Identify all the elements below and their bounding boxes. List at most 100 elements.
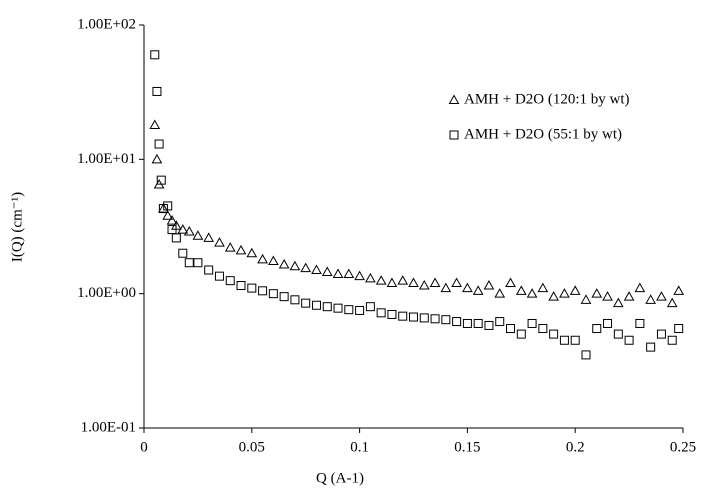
square-marker: [441, 315, 451, 325]
triangle-marker: [235, 244, 247, 255]
triangle-marker: [386, 277, 398, 288]
square-marker: [214, 271, 224, 281]
square-marker: [549, 329, 559, 339]
square-marker: [376, 308, 386, 318]
triangle-marker: [634, 282, 646, 293]
triangle-marker: [580, 294, 592, 304]
square-marker: [667, 335, 677, 345]
x-tick-label: 0: [140, 439, 148, 455]
triangle-marker: [149, 119, 161, 130]
square-marker: [452, 317, 462, 327]
square-marker: [301, 298, 311, 308]
triangle-marker: [645, 294, 657, 304]
x-tick-label: 0.15: [454, 439, 480, 455]
y-tick-label: 1.00E+00: [77, 285, 136, 301]
triangle-marker: [311, 264, 322, 275]
square-marker: [674, 324, 684, 334]
square-marker: [154, 139, 164, 149]
triangle-marker: [451, 277, 462, 288]
square-marker: [419, 313, 429, 323]
triangle-marker: [166, 215, 178, 225]
triangle-marker: [183, 226, 195, 236]
square-marker: [409, 312, 418, 322]
square-marker: [156, 175, 166, 185]
square-marker: [193, 258, 203, 268]
triangle-marker: [666, 297, 678, 308]
triangle-marker: [505, 277, 516, 288]
square-marker: [495, 317, 505, 327]
triangle-marker: [192, 230, 204, 240]
square-marker: [430, 314, 440, 324]
x-tick-label: 0.1: [350, 439, 369, 455]
square-marker: [592, 324, 602, 334]
triangle-marker: [515, 285, 527, 295]
triangle-marker: [483, 279, 495, 290]
triangle-marker: [289, 260, 301, 271]
triangle-marker: [548, 291, 559, 301]
square-marker: [581, 350, 591, 360]
triangle-marker: [408, 277, 419, 288]
square-marker: [150, 50, 160, 60]
square-marker: [355, 305, 365, 315]
triangle-marker: [278, 258, 290, 269]
square-marker: [247, 283, 257, 293]
triangle-marker: [177, 224, 189, 234]
triangle-marker: [321, 266, 333, 276]
square-marker: [613, 329, 623, 339]
square-marker: [344, 305, 354, 315]
y-tick-label: 1.00E-01: [81, 419, 136, 435]
square-marker: [484, 320, 494, 330]
square-marker: [646, 342, 656, 352]
y-axis-label: I(Q) (cm⁻¹): [9, 192, 25, 262]
square-marker: [603, 318, 613, 328]
square-marker: [333, 303, 343, 313]
square-marker: [516, 329, 526, 339]
square-marker: [624, 335, 634, 345]
square-marker: [163, 201, 173, 211]
square-marker: [178, 248, 188, 258]
square-marker: [538, 324, 548, 334]
square-marker: [570, 335, 580, 345]
triangle-marker: [559, 288, 570, 298]
triangle-marker: [612, 297, 624, 308]
square-marker: [506, 324, 516, 334]
triangle-marker: [569, 285, 581, 295]
triangle-marker: [203, 232, 215, 242]
legend-label: AMH + D2O (120:1 by wt): [464, 91, 630, 107]
square-marker: [268, 289, 278, 299]
square-marker: [311, 300, 321, 310]
square-marker: [290, 295, 300, 305]
y-tick-label: 1.00E+01: [77, 151, 136, 167]
triangle-marker: [151, 153, 163, 164]
triangle-marker: [673, 285, 685, 295]
triangle-marker: [365, 272, 376, 283]
square-marker: [322, 302, 332, 312]
triangle-marker: [246, 247, 258, 258]
square-marker: [236, 281, 246, 291]
square-marker: [279, 292, 289, 302]
triangle-marker: [494, 288, 506, 298]
triangle-marker: [602, 291, 613, 301]
triangle-marker: [526, 288, 538, 298]
triangle-marker: [300, 262, 312, 273]
triangle-marker: [440, 282, 452, 293]
triangle-marker: [448, 94, 460, 104]
x-tick-label: 0.05: [239, 439, 265, 455]
triangle-marker: [214, 237, 225, 247]
triangle-marker: [343, 268, 355, 279]
triangle-marker: [268, 255, 279, 266]
triangle-marker: [418, 279, 430, 290]
x-axis-label: Q (A-1): [316, 470, 364, 486]
square-marker: [387, 309, 397, 319]
triangle-marker: [257, 253, 268, 264]
square-marker: [184, 258, 194, 268]
triangle-marker: [623, 291, 635, 301]
triangle-marker: [224, 242, 236, 252]
square-marker: [527, 318, 537, 328]
square-marker: [449, 130, 459, 140]
square-marker: [365, 302, 375, 312]
square-marker: [462, 318, 472, 328]
square-marker: [152, 86, 162, 96]
triangle-marker: [429, 277, 441, 288]
